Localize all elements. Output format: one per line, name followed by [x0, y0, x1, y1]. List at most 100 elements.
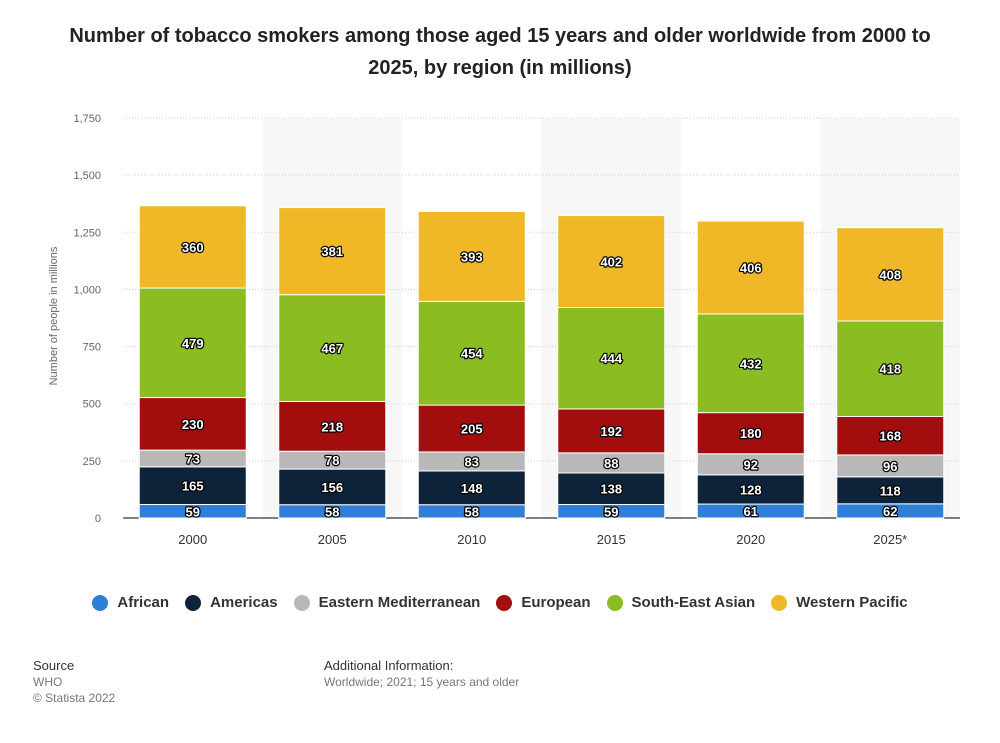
y-tick-label: 1,750 [73, 113, 101, 125]
bar-segment [836, 227, 945, 322]
legend-label: South-East Asian [631, 594, 756, 611]
bar-segment [557, 408, 666, 454]
data-label: 381 [321, 244, 343, 259]
data-label: 62 [883, 504, 897, 519]
data-label: 118 [880, 483, 901, 498]
data-label: 180 [740, 426, 762, 441]
bar-segment [836, 416, 945, 456]
data-label: 230 [182, 417, 204, 432]
bar-segment [836, 476, 945, 505]
data-label: 444 [600, 351, 622, 366]
data-label: 402 [600, 255, 622, 270]
legend-item[interactable]: African [92, 594, 169, 611]
stacked-bar-chart: 0 250 500 750 1,000 1,250 1,500 1,750 Number of … [48, 113, 960, 547]
data-label: 59 [604, 504, 618, 519]
bar-segment [417, 470, 526, 506]
data-label: 418 [879, 362, 901, 377]
x-tick-label: 2015 [597, 532, 626, 547]
y-tick-label: 750 [83, 342, 101, 354]
y-tick-label: 1,250 [73, 227, 101, 239]
data-label: 61 [744, 504, 758, 519]
data-label: 59 [186, 504, 200, 519]
bar-segment [278, 207, 387, 296]
data-label: 88 [604, 456, 618, 471]
bar-segment [557, 306, 666, 410]
additional-info-text: Worldwide; 2021; 15 years and older [324, 675, 520, 689]
data-label: 138 [600, 482, 622, 497]
legend-label: Eastern Mediterranean [318, 594, 481, 611]
data-label: 454 [461, 346, 483, 361]
data-label: 165 [182, 479, 204, 494]
bar-segment [138, 205, 247, 289]
data-label: 73 [186, 451, 200, 466]
chart-legend: African Americas Eastern Mediterranean Euro… [0, 594, 1000, 611]
bar-segment [278, 294, 387, 402]
data-label: 218 [321, 419, 343, 434]
bar-segment [417, 404, 526, 453]
legend-label: African [117, 594, 170, 611]
source-heading: Source [33, 658, 75, 673]
data-label: 479 [182, 336, 204, 351]
legend-label: European [521, 594, 591, 611]
data-label: 360 [182, 240, 204, 255]
x-tick-label: 2005 [318, 532, 347, 547]
legend-label: Americas [210, 594, 278, 611]
y-tick-label: 1,500 [73, 170, 101, 182]
data-label: 432 [740, 356, 762, 371]
data-label: 393 [461, 249, 483, 264]
y-tick-label: 1,000 [73, 284, 101, 296]
bar-segment [696, 313, 805, 414]
data-label: 408 [879, 267, 901, 282]
bar-segment [696, 220, 805, 315]
legend-swatch [185, 594, 202, 611]
data-label: 148 [461, 481, 483, 496]
bar-segment [417, 210, 526, 302]
data-label: 58 [465, 504, 479, 519]
data-label: 83 [465, 454, 479, 469]
bar-segment [696, 412, 805, 455]
additional-info-heading: Additional Information: [324, 658, 454, 673]
data-label: 156 [321, 480, 343, 495]
chart-title: Number of tobacco smokers among those ag… [69, 25, 931, 79]
source-block: Source WHO © Statista 2022 [33, 658, 115, 706]
legend-swatch [771, 594, 788, 611]
y-tick-label: 0 [95, 513, 101, 525]
y-tick-label: 500 [83, 399, 101, 411]
legend-swatch [496, 594, 513, 611]
legend-item[interactable]: European [496, 594, 591, 611]
legend-item[interactable]: Western Pacific [771, 594, 908, 611]
data-label: 168 [879, 429, 901, 444]
legend-swatch [606, 594, 623, 611]
bar-segment [138, 397, 247, 451]
legend-swatch [293, 594, 310, 611]
bar-segment [138, 287, 247, 399]
data-label: 192 [600, 424, 622, 439]
legend-item[interactable]: South-East Asian [606, 594, 756, 611]
legend-swatch [92, 594, 109, 611]
source-name[interactable]: WHO [33, 675, 63, 689]
bar-segment [278, 468, 387, 506]
x-tick-label: 2020 [736, 532, 765, 547]
data-label: 205 [461, 422, 483, 437]
legend-label: Western Pacific [796, 594, 908, 611]
y-axis-title: Number of people in millions [48, 246, 60, 385]
data-label: 406 [740, 260, 762, 275]
x-tick-label: 2025* [873, 532, 907, 547]
legend-item[interactable]: Americas [185, 594, 278, 611]
data-label: 92 [744, 457, 758, 472]
additional-info-block: Additional Information: Worldwide; 2021;… [324, 658, 519, 690]
data-label: 467 [321, 341, 343, 356]
y-tick-label: 250 [83, 456, 101, 468]
x-tick-label: 2010 [457, 532, 486, 547]
bar-segment [557, 215, 666, 308]
bar-segment [278, 400, 387, 452]
bar-segment [557, 472, 666, 506]
data-label: 128 [740, 482, 762, 497]
data-label: 58 [325, 504, 339, 519]
copyright-text: © Statista 2022 [33, 691, 116, 705]
data-label: 96 [883, 459, 897, 474]
x-tick-label: 2000 [178, 532, 207, 547]
data-label: 78 [325, 453, 339, 468]
bar-segment [417, 300, 526, 406]
legend-item[interactable]: Eastern Mediterranean [293, 594, 481, 611]
